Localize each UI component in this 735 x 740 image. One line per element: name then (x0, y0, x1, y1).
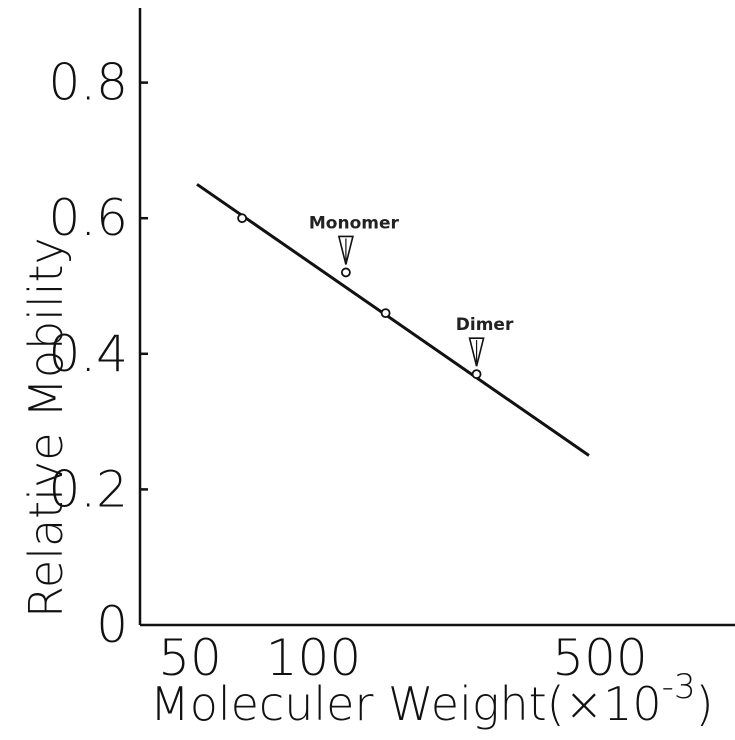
y-tick-label: 0 (96, 596, 128, 654)
y-tick-label: 0.2 (48, 460, 128, 518)
plot-area: Monomer Dimer (196, 183, 590, 457)
x-tick-label: 500 (552, 629, 647, 687)
annotation-label: Monomer (309, 213, 400, 233)
axes (138, 8, 735, 627)
y-axis-title: Relative Mobility (19, 237, 73, 618)
data-point (471, 369, 482, 380)
annotation-label: Dimer (456, 315, 514, 335)
y-tick-label: 0.6 (48, 189, 128, 247)
x-axis-title: Moleculer Weight(×10-3) (150, 667, 714, 731)
x-tick-label: 100 (266, 629, 361, 687)
x-tick-label: 50 (158, 629, 222, 687)
y-tick-label: 0.4 (48, 325, 128, 383)
data-point (340, 267, 351, 278)
data-point (380, 308, 391, 319)
y-tick-label: 0.8 (48, 54, 128, 112)
fit-line (196, 183, 590, 457)
x-axis-unit: (×10 (547, 677, 662, 731)
data-point (237, 213, 248, 224)
x-axis-close: ) (696, 677, 714, 731)
tick-labels: 0 0.2 0.4 0.6 0.8 50 100 500 (48, 54, 647, 687)
x-axis-exponent: -3 (662, 667, 696, 707)
x-axis-label: Moleculer Weight (150, 677, 547, 731)
